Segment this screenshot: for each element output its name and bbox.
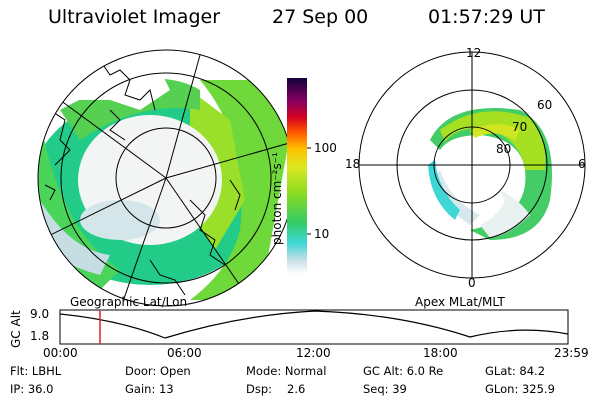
- left-panel-caption: Geographic Lat/Lon: [70, 295, 188, 309]
- colorbar-tick-100: 100: [314, 141, 337, 155]
- altitude-plot-frame: [59, 309, 569, 345]
- altitude-curve: [59, 310, 569, 339]
- gc-alt-status: GC Alt: 6.0 Re: [363, 364, 444, 378]
- mlat-60-label: 60: [537, 98, 553, 112]
- time-label: 01:57:29 UT: [428, 6, 545, 28]
- colorbar: [287, 78, 307, 274]
- seq-status: Seq: 39: [363, 382, 407, 396]
- ip-status: IP: 36.0: [10, 382, 54, 396]
- mlat-80-label: 80: [496, 142, 512, 156]
- glon-status: GLon: 325.9: [485, 382, 555, 396]
- filter-status: Flt: LBHL: [10, 364, 62, 378]
- altitude-ytick-low: 1.8: [30, 329, 50, 343]
- instrument-title: Ultraviolet Imager: [48, 6, 221, 28]
- mlat-70-label: 70: [512, 120, 528, 134]
- dsp-label: Dsp:: [246, 382, 273, 396]
- altitude-ylabel: GC Alt: [9, 310, 23, 348]
- colorbar-unit-label: photon cm⁻²s⁻¹: [270, 152, 284, 245]
- glat-status: GLat: 84.2: [485, 364, 546, 378]
- altitude-xtick: 00:00: [43, 346, 78, 360]
- altitude-xtick: 06:00: [167, 346, 202, 360]
- mlt-12-label: 12: [466, 46, 482, 60]
- mlat-mlt-grid: [358, 51, 586, 279]
- geographic-image: [38, 50, 294, 300]
- altitude-xtick: 18:00: [423, 346, 458, 360]
- colorbar-tick-10: 10: [314, 227, 330, 241]
- mlt-6-label: 6: [578, 157, 586, 171]
- door-status: Door: Open: [125, 364, 191, 378]
- altitude-ytick-high: 9.0: [30, 307, 50, 321]
- mlt-18-label: 18: [345, 157, 361, 171]
- dsp-value: 2.6: [287, 382, 306, 396]
- mode-status: Mode: Normal: [246, 364, 327, 378]
- altitude-xtick: 12:00: [296, 346, 331, 360]
- altitude-plot: [59, 309, 569, 345]
- right-panel-caption: Apex MLat/MLT: [415, 295, 505, 309]
- gain-status: Gain: 13: [125, 382, 174, 396]
- mlat-mlt-image: [428, 108, 552, 240]
- altitude-xtick: 23:59: [554, 346, 589, 360]
- date-label: 27 Sep 00: [272, 6, 369, 28]
- mlt-0-label: 0: [468, 276, 476, 290]
